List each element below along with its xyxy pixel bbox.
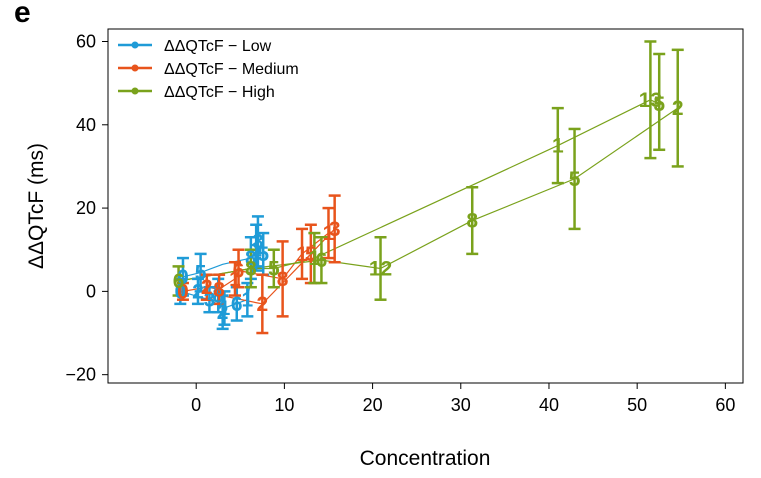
data-point-label: 8 [245, 257, 257, 280]
data-point-label: 3 [252, 230, 264, 253]
error-bar [644, 40, 657, 160]
data-point-label: 8 [212, 285, 224, 308]
data-point-label: 13 [639, 89, 662, 112]
x-tick-label: 0 [191, 395, 201, 415]
error-bar [276, 240, 289, 318]
data-point-label: 5 [268, 257, 280, 280]
error-bar [194, 252, 207, 293]
error-bar [232, 248, 245, 289]
data-point-label: 8 [213, 278, 225, 301]
data-point-label: 5 [305, 243, 317, 266]
plot-frame [107, 28, 744, 384]
data-point-label: 1 [250, 239, 262, 262]
error-bar [251, 215, 264, 268]
error-bars [172, 40, 684, 335]
data-point-label: 6 [316, 249, 328, 272]
x-tick-label: 10 [274, 395, 294, 415]
y-axis-title: ΔΔQTcF (ms) [25, 143, 48, 269]
error-bar [267, 248, 280, 289]
x-tick-label: 50 [627, 395, 647, 415]
error-bar [172, 265, 185, 297]
error-bar [671, 48, 684, 168]
data-point-label: 2 [201, 276, 213, 299]
x-tick-label: 30 [451, 395, 471, 415]
legend-item: ΔΔQTcF − High [118, 84, 275, 101]
x-tick-label: 60 [715, 395, 735, 415]
data-point-label: 3 [329, 218, 341, 241]
data-point-label: 5 [195, 262, 207, 285]
data-point-label: 2 [192, 280, 204, 303]
data-point-label: 6 [173, 270, 185, 293]
legend-marker [131, 41, 139, 49]
legend-label: ΔΔQTcF − High [164, 84, 275, 101]
data-point-label: 6 [233, 260, 245, 283]
data-point-label: 0 [177, 266, 189, 289]
x-axis-title: Concentration [360, 447, 491, 470]
legend-label: ΔΔQTcF − Medium [164, 61, 299, 78]
data-point-label: 5 [653, 93, 665, 116]
legend-marker [131, 64, 139, 72]
error-bar [315, 235, 328, 285]
data-point-label: 8 [277, 268, 289, 291]
error-bar [250, 223, 263, 272]
legend: ΔΔQTcF − Low ΔΔQTcF − Medium ΔΔQTcF − High [118, 38, 299, 101]
panel-label: e [14, 0, 31, 29]
data-point-label: 0 [177, 280, 189, 303]
data-point-label: 2 [672, 97, 684, 120]
y-tick-label: −20 [65, 365, 96, 385]
y-tick-label: 60 [76, 31, 96, 51]
legend-label: ΔΔQTcF − Low [164, 38, 272, 55]
data-point-label: 1 [296, 243, 308, 266]
data-point-label: 6 [231, 293, 243, 316]
error-bar [653, 52, 666, 152]
error-bar [296, 227, 309, 281]
legend-item: ΔΔQTcF − Medium [118, 61, 299, 78]
data-point-label: 2 [217, 301, 229, 324]
y-tick-label: 20 [76, 198, 96, 218]
x-tick-label: 40 [539, 395, 559, 415]
error-bar [213, 273, 226, 306]
data-point-label: 1 [229, 268, 241, 291]
data-point-label: 5 [569, 168, 581, 191]
error-bar [244, 248, 257, 289]
error-bar [191, 277, 204, 306]
data-point-label: 1 [552, 135, 564, 158]
error-bar [200, 273, 213, 301]
error-bar [218, 290, 231, 326]
legend-marker [131, 87, 139, 95]
data-point-label: 2 [256, 293, 268, 316]
error-bar [256, 273, 269, 335]
x-tick-label: 20 [363, 395, 383, 415]
error-bar [568, 127, 581, 231]
data-point-label: 1 [242, 289, 254, 312]
data-point-label: 1 [219, 297, 231, 320]
error-bar [466, 186, 479, 256]
y-tick-label: 0 [86, 281, 96, 301]
data-point-label: 12 [369, 257, 392, 280]
data-point-label: 1 [309, 247, 321, 270]
y-tick-label: 40 [76, 115, 96, 135]
data-point-label: 0 [174, 280, 186, 303]
error-bar [328, 194, 341, 264]
data-point-label: 8 [245, 247, 257, 270]
data-point-label: 8 [466, 210, 478, 233]
series-line-1 [200, 228, 336, 305]
error-bar [374, 235, 387, 301]
legend-item: ΔΔQTcF − Low [118, 38, 272, 55]
data-point-label: 5 [257, 243, 269, 266]
error-bar [551, 106, 564, 185]
data-point-label: 3 [204, 289, 216, 312]
error-bar [322, 206, 335, 260]
data-point-label: 1 [323, 222, 335, 245]
